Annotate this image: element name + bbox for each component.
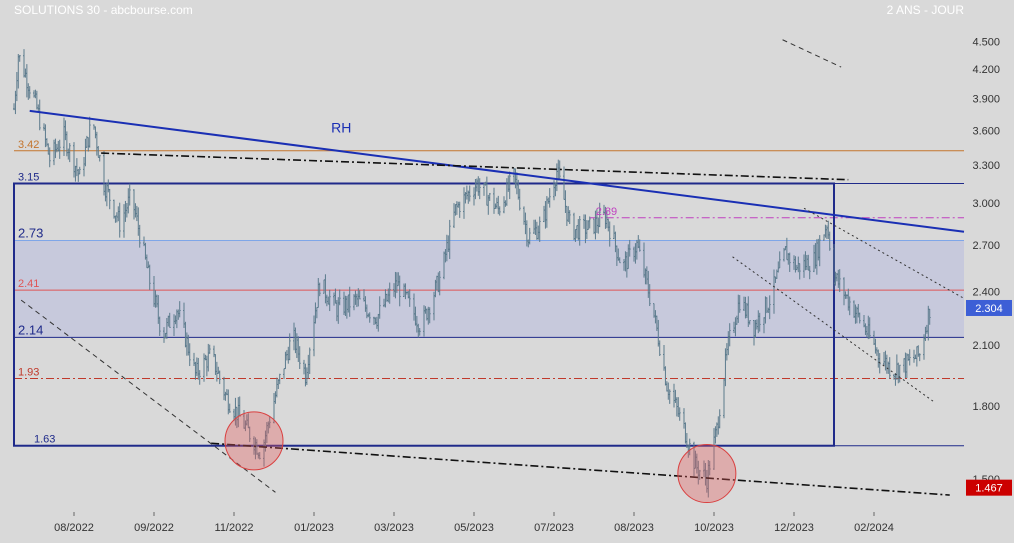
y-tick-label: 2.400	[972, 287, 1000, 299]
last-price-label: 2.304	[975, 303, 1003, 315]
zone-2.14-2.73	[14, 240, 964, 338]
x-tick-label: 05/2023	[454, 522, 494, 534]
y-tick-label: 2.100	[972, 340, 1000, 352]
chart-period: 2 ANS - JOUR	[886, 3, 964, 17]
trendline-5	[732, 256, 935, 403]
x-tick-label: 10/2023	[694, 522, 734, 534]
low-price-label: 1.467	[975, 483, 1003, 495]
candles-group	[13, 49, 931, 498]
y-tick-label: 3.000	[972, 198, 1000, 210]
chart-title: SOLUTIONS 30 - abcbourse.com	[14, 3, 193, 17]
level-label-2.41: 2.41	[18, 278, 39, 290]
trendline-1	[101, 152, 849, 181]
level-label-3.15: 3.15	[18, 171, 39, 183]
level-labels-group: 3.42 3.15 2.73 2.41 2.14 1.93 1.63 2.89	[18, 139, 617, 446]
x-tick-label: 08/2022	[54, 522, 94, 534]
level-label-2.73: 2.73	[18, 225, 43, 240]
level-label-2.89: 2.89	[596, 206, 617, 218]
y-tick-label: 3.900	[972, 93, 1000, 105]
highlight-circle-2	[677, 444, 737, 504]
circles-group	[224, 411, 737, 504]
x-tick-label: 03/2023	[374, 522, 414, 534]
price-badges-group: 2.304 1.467	[966, 299, 1012, 496]
y-tick-label: 2.700	[972, 240, 1000, 252]
range-box	[13, 182, 835, 447]
x-tick-label: 12/2023	[774, 522, 814, 534]
last-price-badge	[966, 299, 1012, 316]
price-zone-group	[14, 240, 964, 338]
level-label-2.14: 2.14	[18, 322, 43, 337]
trendline-RH	[29, 109, 965, 233]
range-box-group	[13, 182, 835, 447]
y-tick-label: 4.500	[972, 37, 1000, 49]
x-tick-label: 07/2023	[534, 522, 574, 534]
x-tick-label: 09/2022	[134, 522, 174, 534]
trendline-6	[803, 207, 965, 299]
y-tick-label: 1.800	[972, 401, 1000, 413]
trendline-4	[782, 39, 842, 68]
level-label-3.42: 3.42	[18, 139, 39, 151]
y-axis: 4.500 4.200 3.900 3.600 3.300 3.000 2.700 2.400…	[972, 37, 1000, 486]
x-tick-label: 02/2024	[854, 522, 894, 534]
annotation-RH: RH	[331, 120, 351, 136]
x-tick-label: 08/2023	[614, 522, 654, 534]
trendline-2	[211, 442, 950, 496]
y-tick-label: 3.300	[972, 160, 1000, 172]
x-tick-label: 11/2022	[215, 522, 254, 534]
x-tick-label: 01/2023	[294, 522, 334, 534]
level-label-1.93: 1.93	[18, 366, 39, 378]
highlight-circle-1	[224, 411, 284, 471]
y-tick-label: 4.200	[972, 64, 1000, 76]
x-axis: 08/2022 09/2022 11/2022 01/2023 03/2023 05/20…	[54, 512, 894, 534]
low-price-badge	[966, 479, 1012, 496]
y-tick-label: 3.600	[972, 125, 1000, 137]
level-label-1.63: 1.63	[34, 434, 55, 446]
